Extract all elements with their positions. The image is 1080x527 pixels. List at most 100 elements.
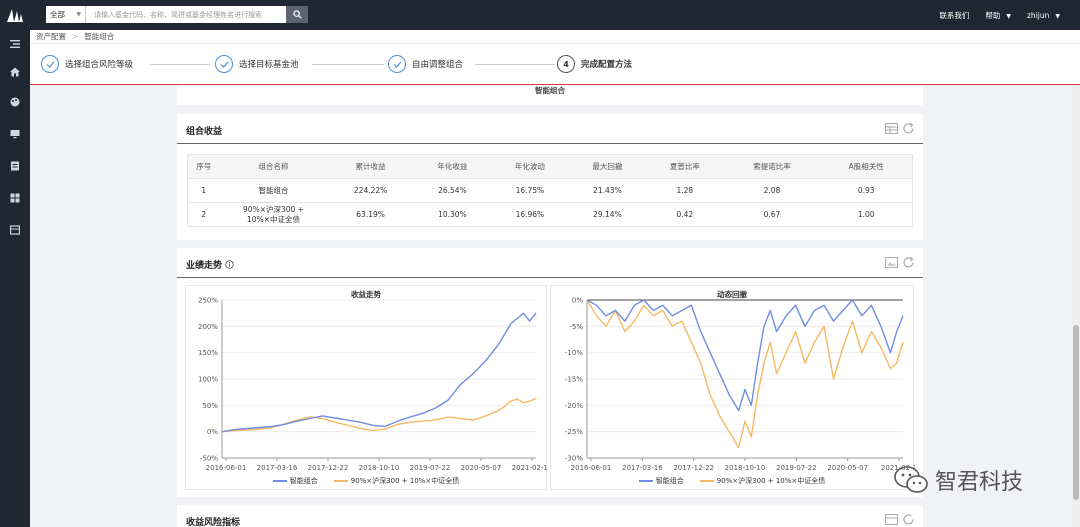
x-tick-label: 2017-12-22 xyxy=(308,464,349,472)
col-header[interactable]: 序号 xyxy=(187,154,220,179)
returns-card-title: 组合收益 xyxy=(186,127,223,137)
legend-label: 智能组合 xyxy=(289,477,318,485)
table-cell: 16.75% xyxy=(491,178,569,203)
col-header[interactable]: 年化波动 xyxy=(491,154,569,179)
step-3-label: 自由调整组合 xyxy=(412,60,464,70)
trend-card-title-text: 业绩走势 xyxy=(186,261,223,271)
table-cell: 1.00 xyxy=(820,202,913,227)
col-header[interactable]: 年化收益 xyxy=(413,154,492,179)
watermark: 智君科技 xyxy=(893,462,1023,498)
wechat-icon xyxy=(894,466,928,493)
monitor-icon[interactable] xyxy=(9,128,21,140)
breadcrumb-separator-icon: > xyxy=(72,32,79,41)
help-label: 帮助 xyxy=(985,10,1001,20)
portfolio-card: 智能组合 xyxy=(177,85,923,105)
document-icon[interactable] xyxy=(9,160,21,172)
x-tick-label: 2018-10-10 xyxy=(725,464,766,472)
legend-swatch xyxy=(699,480,714,482)
drawdown-panel: 动态回撤 0% -5% -10% -15% -20% -25% -30% 2016-06-01… xyxy=(550,285,915,490)
palette-icon[interactable] xyxy=(9,96,21,108)
risk-card-title: 收益风险指标 xyxy=(186,518,241,527)
table-cell: 1 xyxy=(187,178,220,203)
table-cell: 1.28 xyxy=(646,178,724,203)
check-icon xyxy=(41,55,59,73)
contact-link[interactable]: 联系我们 xyxy=(939,10,970,20)
table-cell: 智能组合 xyxy=(219,178,328,203)
y-tick-label: -15% xyxy=(565,376,583,384)
step-4-number: 4 xyxy=(557,55,575,73)
step-2-label: 选择目标基金池 xyxy=(239,60,299,70)
chart-title: 动态回撤 xyxy=(717,290,747,299)
legend-swatch xyxy=(333,480,348,482)
step-connector xyxy=(312,64,384,65)
table-row[interactable]: 2 90%×沪深300 + 10%×中证全债 63.19% 10.30% 16.… xyxy=(187,202,913,227)
series-line xyxy=(221,312,537,433)
return-trend-chart: 250% 200% 150% 100% 50% 0% -50%2016-06-01 2017-… xyxy=(198,297,548,473)
risk-card: 收益风险指标 xyxy=(177,505,923,527)
series-line xyxy=(586,299,904,412)
legend-item-bench[interactable]: 90%×沪深300 + 10%×中证全债 xyxy=(333,476,459,486)
table-cell: 21.43% xyxy=(568,178,647,203)
search-bar: 全部 ▼ xyxy=(46,6,308,23)
search-category-select[interactable]: 全部 ▼ xyxy=(46,6,86,23)
col-header[interactable]: 组合名称 xyxy=(219,154,328,179)
refresh-icon[interactable] xyxy=(902,122,915,135)
chevron-down-icon: ▼ xyxy=(76,11,81,18)
y-tick-label: 100% xyxy=(198,376,218,384)
table-cell: 224.22% xyxy=(327,178,414,203)
table-view-icon[interactable] xyxy=(885,122,898,135)
step-3[interactable]: 自由调整组合 xyxy=(388,55,463,73)
legend-item-bench[interactable]: 90%×沪深300 + 10%×中证全债 xyxy=(699,476,825,486)
trend-card-title: 业绩走势 xyxy=(186,258,234,271)
breadcrumb-item-current: 智能组合 xyxy=(84,32,115,41)
step-4-label: 完成配置方法 xyxy=(581,60,633,70)
chart-title: 收益走势 xyxy=(351,290,381,299)
info-icon[interactable] xyxy=(225,260,234,269)
help-menu[interactable]: 帮助 ▼ xyxy=(985,10,1011,21)
x-tick-label: 2020-05-07 xyxy=(827,464,868,472)
refresh-icon[interactable] xyxy=(902,256,915,269)
col-header[interactable]: 索提诺比率 xyxy=(723,154,821,179)
check-icon xyxy=(215,55,233,73)
table-view-icon[interactable] xyxy=(885,513,898,526)
step-connector xyxy=(150,64,210,65)
legend-item-smart[interactable]: 智能组合 xyxy=(638,476,684,486)
grid-icon[interactable] xyxy=(9,192,21,204)
x-tick-label: 2017-03-16 xyxy=(622,464,663,472)
refresh-icon[interactable] xyxy=(902,513,915,526)
y-tick-label: -30% xyxy=(565,455,583,463)
step-connector xyxy=(475,64,555,65)
x-tick-label: 2021-02-18 xyxy=(512,464,548,472)
col-header[interactable]: 最大回撤 xyxy=(568,154,647,179)
y-tick-label: 250% xyxy=(198,297,218,305)
chart-legend: 智能组合 90%×沪深300 + 10%×中证全债 xyxy=(551,476,913,486)
legend-item-smart[interactable]: 智能组合 xyxy=(272,476,318,486)
col-header[interactable]: 夏普比率 xyxy=(646,154,724,179)
y-tick-label: -20% xyxy=(565,402,583,410)
table-row[interactable]: 1 智能组合 224.22% 26.54% 16.75% 21.43% 1.28… xyxy=(187,178,913,203)
x-tick-label: 2019-07-22 xyxy=(776,464,817,472)
col-header[interactable]: A股相关性 xyxy=(820,154,913,179)
portfolio-caption: 智能组合 xyxy=(535,86,565,95)
step-4[interactable]: 4 完成配置方法 xyxy=(557,55,632,73)
col-header[interactable]: 累计收益 xyxy=(327,154,414,179)
step-1[interactable]: 选择组合风险等级 xyxy=(41,55,133,73)
image-export-icon[interactable] xyxy=(885,256,898,269)
logo-icon[interactable] xyxy=(6,6,24,24)
search-button[interactable] xyxy=(286,6,308,23)
breadcrumb-item-asset[interactable]: 资产配置 xyxy=(36,32,66,41)
search-input[interactable] xyxy=(86,6,286,23)
x-tick-label: 2019-07-22 xyxy=(410,464,451,472)
chevron-down-icon: ▼ xyxy=(1006,12,1011,20)
user-menu[interactable]: zhijun ▼ xyxy=(1027,11,1060,20)
table-cell: 2 xyxy=(187,202,220,227)
home-icon[interactable] xyxy=(9,66,21,78)
list-icon[interactable] xyxy=(9,38,21,50)
page-scrollbar[interactable] xyxy=(1072,85,1080,527)
scrollbar-thumb[interactable] xyxy=(1073,325,1079,500)
step-2[interactable]: 选择目标基金池 xyxy=(215,55,299,73)
top-bar: 全部 ▼ 联系我们 帮助 ▼ zhijun ▼ xyxy=(0,0,1080,30)
table-icon[interactable] xyxy=(9,224,21,236)
table-cell: 0.42 xyxy=(646,202,724,227)
trend-card: 业绩走势 收益走势 250% 200% 150% 100% 50% 0% -50% 2016-… xyxy=(177,248,923,497)
